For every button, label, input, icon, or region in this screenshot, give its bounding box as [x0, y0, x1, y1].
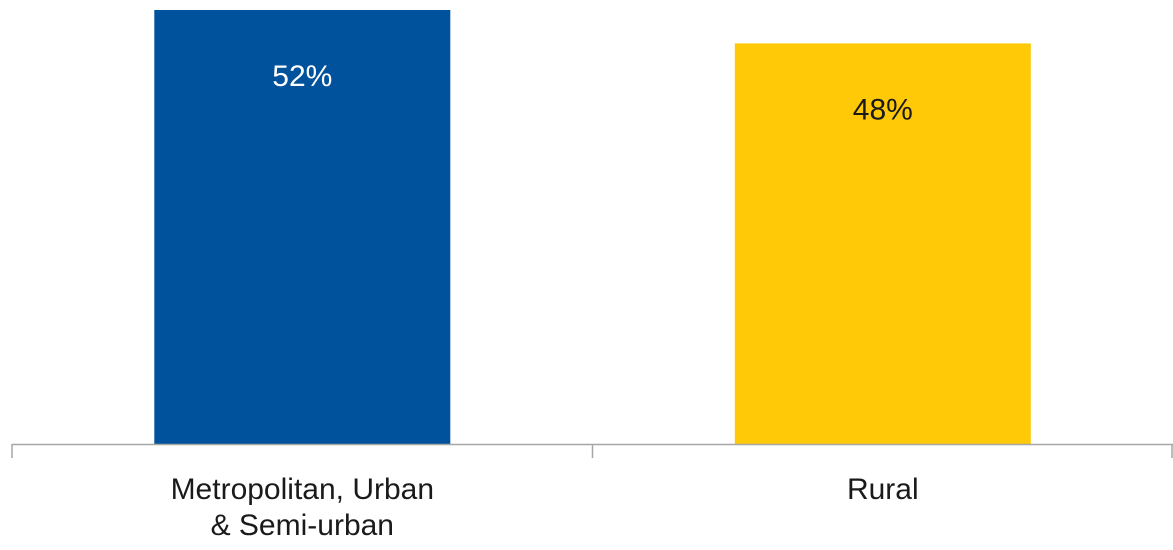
category-label-line: Rural [847, 473, 919, 506]
category-label-1: Rural [847, 473, 919, 506]
bar-0 [154, 10, 451, 444]
category-label-line: Metropolitan, Urban [171, 473, 434, 506]
x-axis [11, 443, 1173, 458]
bars-group [154, 10, 1031, 445]
bar-value-label-1: 48% [853, 93, 913, 126]
category-labels-group: Metropolitan, Urban & Semi-urban Rural [171, 473, 919, 542]
value-labels-group: 52% 48% [272, 60, 913, 126]
category-label-line: & Semi-urban [211, 509, 394, 542]
bar-1 [734, 43, 1031, 445]
category-label-0: Metropolitan, Urban & Semi-urban [171, 473, 434, 542]
bar-value-label-0: 52% [272, 60, 332, 93]
